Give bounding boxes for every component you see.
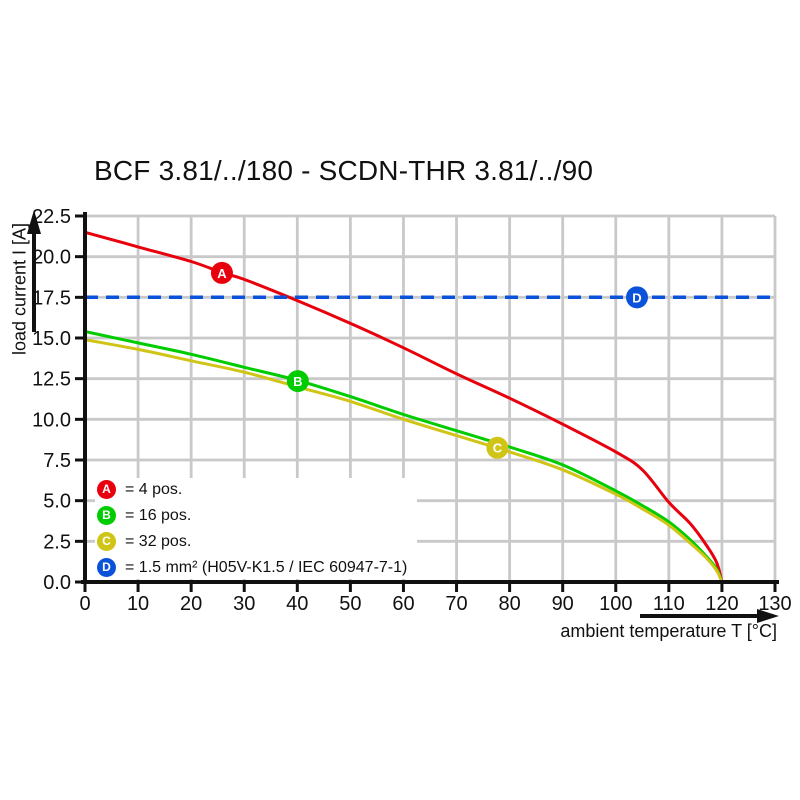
curve-marker-A: A (210, 261, 233, 284)
legend-item-d: D = 1.5 mm² (H05V-K1.5 / IEC 60947-7-1) (97, 558, 407, 577)
x-tick-label: 100 (599, 593, 632, 615)
x-tick-label: 40 (286, 593, 308, 615)
legend-badge-b-icon: B (97, 506, 116, 525)
x-tick-label: 70 (445, 593, 467, 615)
x-tick-label: 20 (180, 593, 202, 615)
curve-marker-letter: B (293, 374, 302, 389)
curve-marker-B: B (286, 370, 309, 393)
curve-B (84, 330, 724, 583)
curve-C (84, 338, 724, 583)
x-tick-label: 130 (758, 593, 791, 615)
legend: A = 4 pos. B = 16 pos. C = 32 pos. D = 1… (95, 478, 418, 579)
legend-label-c: = 32 pos. (125, 532, 192, 550)
curve-marker-D: D (626, 286, 648, 309)
y-tick-label: 10.0 (32, 409, 71, 431)
legend-item-c: C = 32 pos. (97, 532, 407, 551)
y-tick-label: 5.0 (43, 491, 71, 513)
y-tick-label: 12.5 (32, 369, 71, 391)
legend-label-b: = 16 pos. (125, 506, 192, 524)
curve-marker-C: C (486, 436, 509, 459)
legend-label-d: = 1.5 mm² (H05V-K1.5 / IEC 60947-7-1) (125, 558, 408, 576)
x-tick-label: 0 (79, 593, 90, 615)
y-tick-label: 20.0 (32, 247, 71, 269)
x-tick-label: 50 (339, 593, 361, 615)
legend-badge-c-icon: C (97, 532, 116, 551)
grid-layer (85, 214, 777, 582)
y-tick-label: 2.5 (43, 531, 71, 553)
x-tick-label: 80 (498, 593, 520, 615)
x-tick-label: 30 (233, 593, 255, 615)
x-tick-label: 90 (552, 593, 574, 615)
x-tick-label: 10 (127, 593, 149, 615)
y-tick-label: 0.0 (43, 572, 71, 594)
legend-badge-d-icon: D (97, 558, 116, 577)
x-tick-label: 60 (392, 593, 414, 615)
y-tick-label: 15.0 (32, 328, 71, 350)
tick-layer: 0 10 20 30 40 50 60 70 80 90 100 110 120 130 0.0 2.5 5.0… (32, 206, 792, 615)
curve-marker-letter: D (632, 290, 641, 305)
y-axis-label: load current I [A] (9, 222, 30, 356)
legend-item-b: B = 16 pos. (97, 506, 407, 525)
y-tick-label: 17.5 (32, 287, 71, 309)
y-tick-label: 22.5 (32, 206, 71, 228)
x-axis-label: ambient temperature T [°C] (560, 621, 777, 641)
x-axis-arrow (640, 609, 779, 623)
legend-label-a: = 4 pos. (125, 480, 183, 498)
legend-item-a: A = 4 pos. (97, 480, 407, 499)
curve-marker-letter: A (217, 266, 227, 281)
marker-layer: A B C D (210, 261, 648, 459)
chart-title: BCF 3.81/../180 - SCDN-THR 3.81/../90 (94, 155, 594, 186)
x-tick-label: 110 (653, 593, 685, 615)
axis-layer (27, 210, 779, 623)
series-layer (84, 230, 775, 583)
legend-badge-a-icon: A (97, 480, 116, 499)
y-axis-arrow (27, 210, 41, 332)
y-tick-label: 7.5 (43, 450, 71, 472)
curve-marker-letter: C (493, 441, 503, 456)
x-tick-label: 120 (705, 593, 738, 615)
